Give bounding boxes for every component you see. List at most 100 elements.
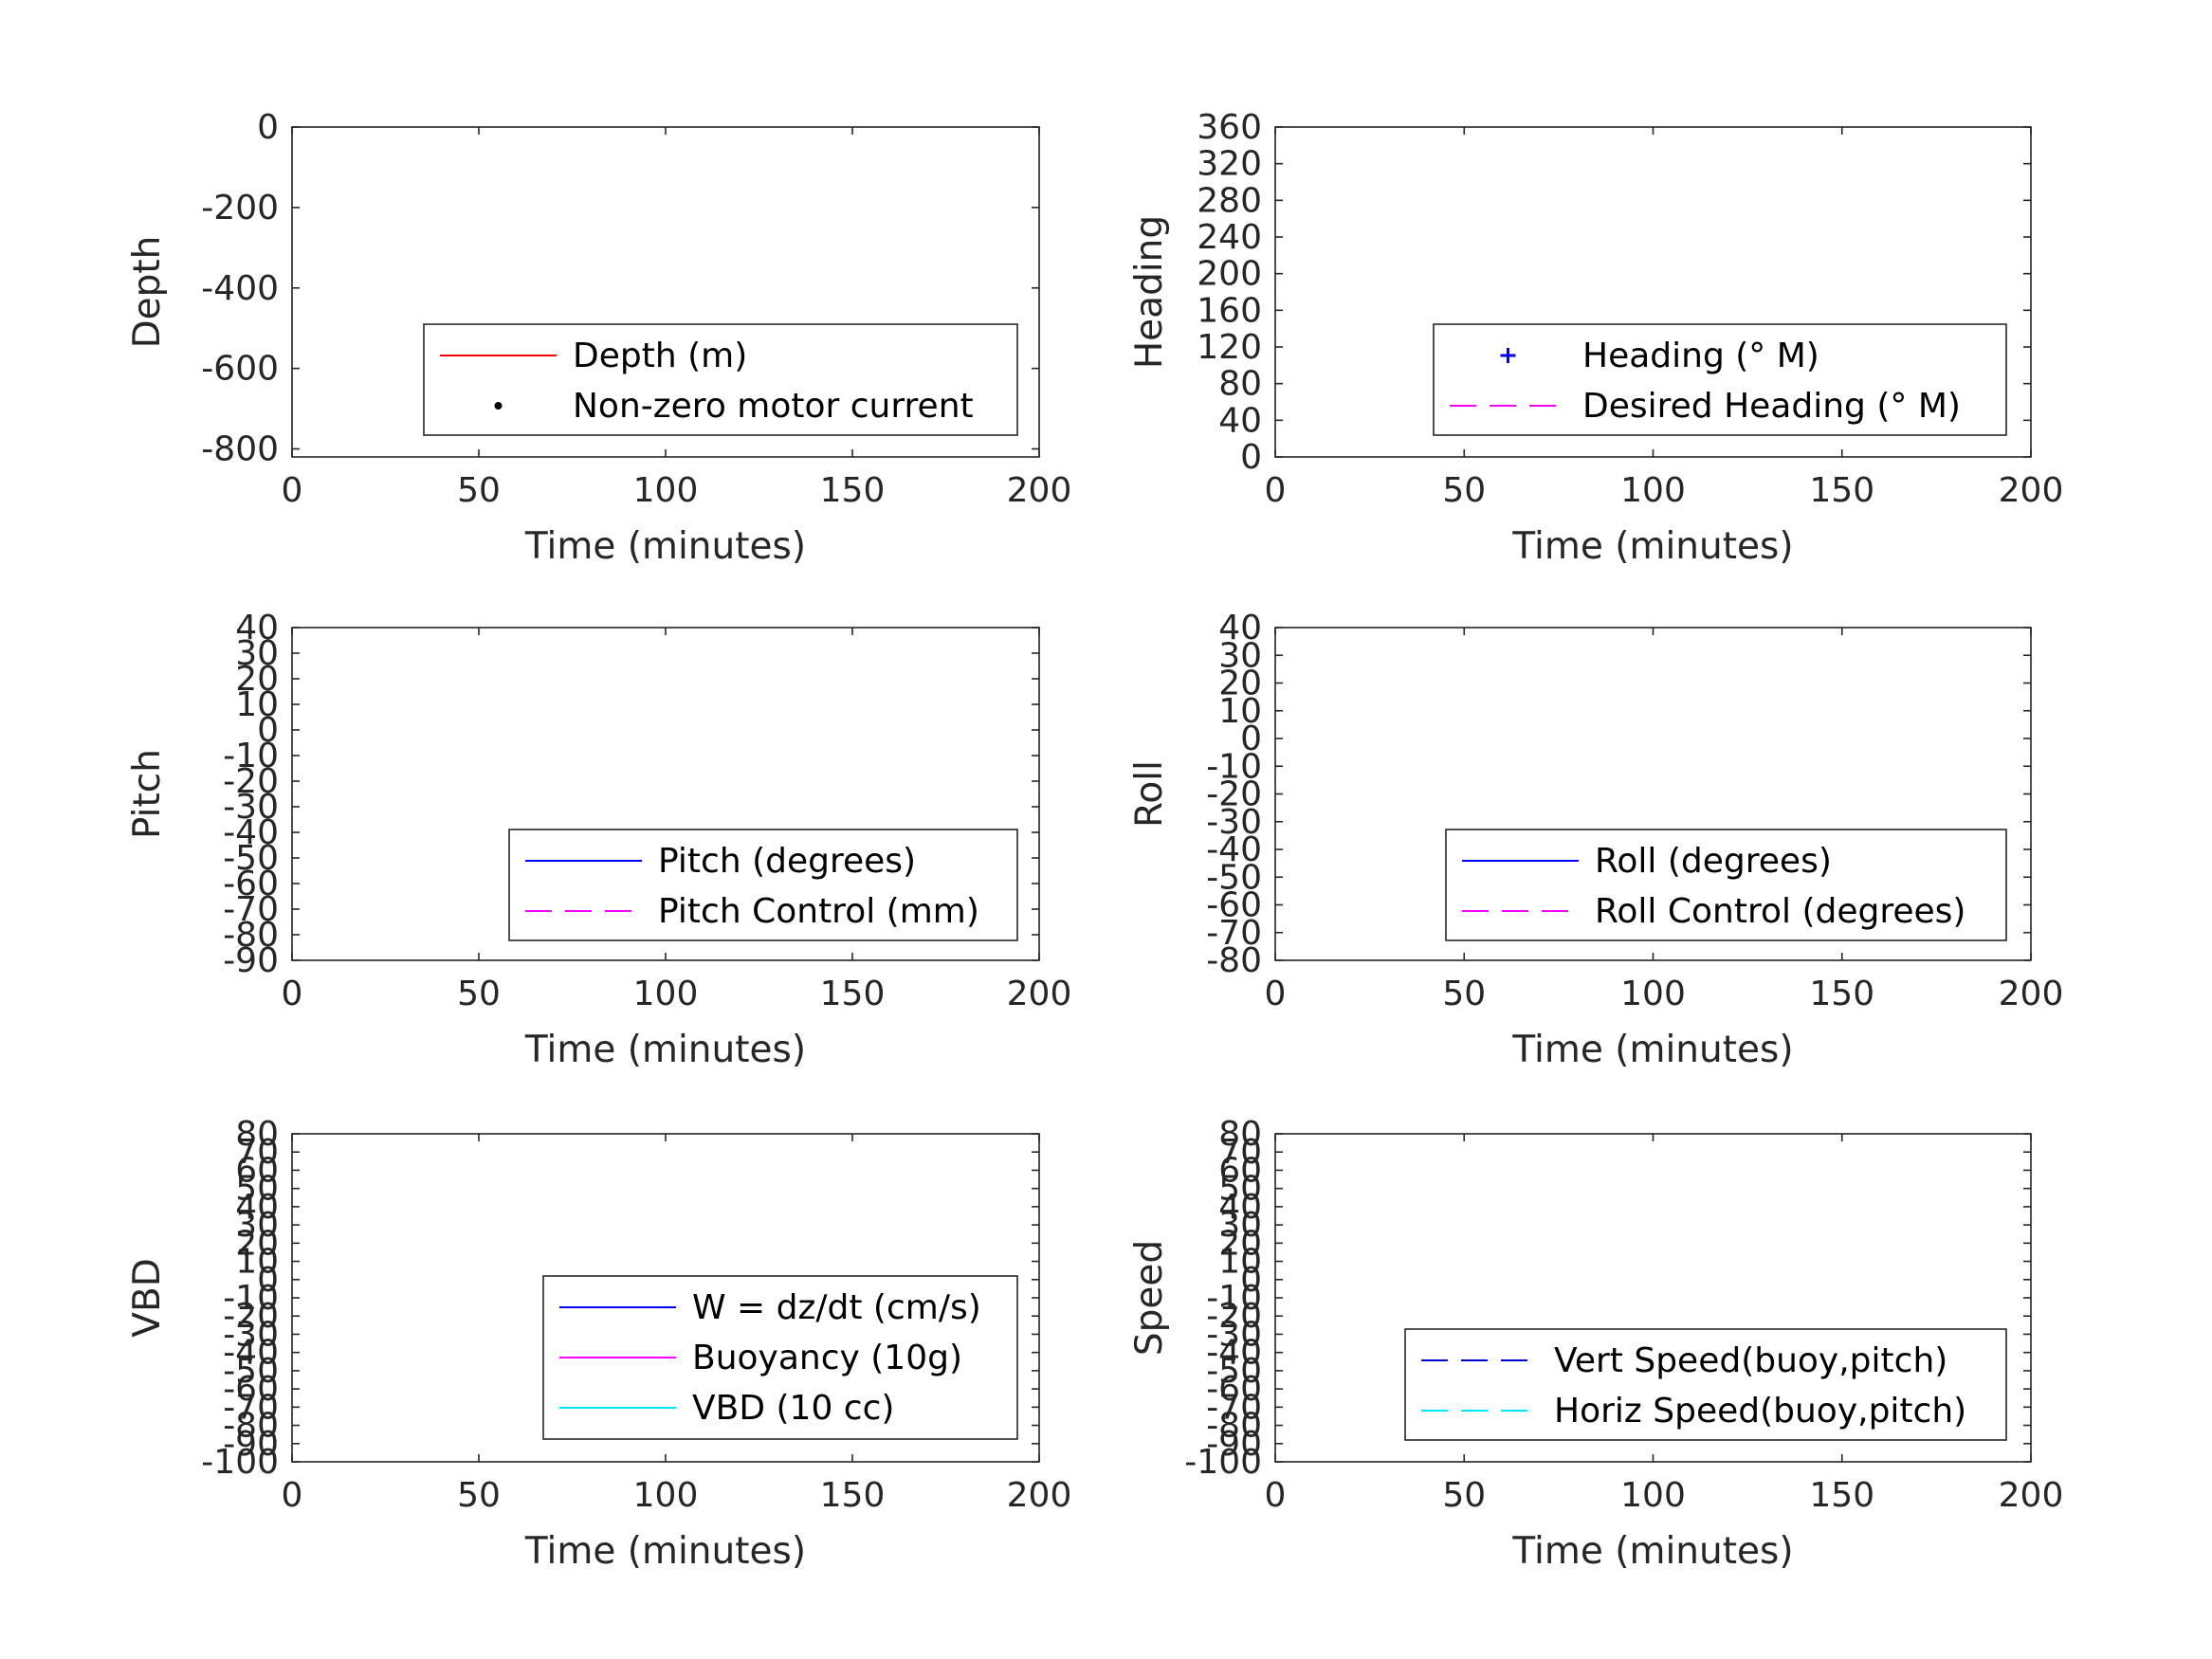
x-tick-label: 0 xyxy=(1265,975,1287,1013)
x-axis-label: Time (minutes) xyxy=(1511,525,1793,568)
y-tick-label: 60 xyxy=(1218,1151,1262,1190)
y-tick-label: 40 xyxy=(1218,401,1262,440)
y-tick-label: -30 xyxy=(223,788,279,827)
x-tick-label: 200 xyxy=(1999,975,2064,1013)
legend-box xyxy=(1404,1328,2007,1441)
y-tick-label: -10 xyxy=(1206,747,1262,786)
x-tick-label: 0 xyxy=(1265,471,1287,510)
y-tick-label: 10 xyxy=(235,1243,279,1282)
y-tick-label: 10 xyxy=(1218,692,1262,731)
y-tick-label: -800 xyxy=(201,430,279,469)
y-tick-label: 20 xyxy=(1218,1224,1262,1263)
legend-box xyxy=(1445,829,2007,941)
y-tick-label: 40 xyxy=(235,1188,279,1227)
x-tick-label: 0 xyxy=(282,975,303,1013)
y-tick-label: 0 xyxy=(257,1261,279,1300)
y-tick-label: 40 xyxy=(1218,609,1262,647)
legend-label: Roll (degrees) xyxy=(1595,842,1832,881)
y-tick-label: 50 xyxy=(1218,1170,1262,1209)
y-tick-label: 70 xyxy=(235,1133,279,1172)
chart-vbd: 0 50 100 150 20080706050403020100-10-20-30-4… xyxy=(126,1115,1071,1573)
x-axis-label: Time (minutes) xyxy=(524,525,806,568)
x-tick-label: 150 xyxy=(1809,975,1874,1013)
x-axis-label: Time (minutes) xyxy=(1511,1029,1793,1071)
y-tick-label: 320 xyxy=(1197,145,1262,184)
y-tick-label: -60 xyxy=(1206,1370,1262,1409)
legend: W = dz/dt (cm/s) Buoyancy (10g) VBD (10 cc… xyxy=(542,1275,1018,1440)
y-axis-label: Heading xyxy=(1128,215,1171,369)
y-tick-label: 20 xyxy=(235,1224,279,1263)
y-tick-label: 10 xyxy=(1218,1243,1262,1282)
y-tick-label: 40 xyxy=(1218,1188,1262,1227)
y-tick-label: 40 xyxy=(235,609,279,647)
y-tick-label: -10 xyxy=(1206,1279,1262,1318)
y-tick-label: 10 xyxy=(235,685,279,724)
y-tick-label: -10 xyxy=(223,737,279,775)
y-tick-label: 80 xyxy=(235,1115,279,1154)
y-tick-label: -20 xyxy=(223,1297,279,1336)
y-tick-label: 80 xyxy=(1218,1115,1262,1154)
legend-label: Pitch (degrees) xyxy=(658,842,916,881)
y-tick-label: 0 xyxy=(257,108,279,147)
x-tick-label: 50 xyxy=(457,975,501,1013)
legend-label: Heading (° M) xyxy=(1582,337,1819,375)
x-tick-label: 150 xyxy=(820,1476,886,1515)
chart-speed: 0 50 100 150 20080706050403020100-10-20-30-4… xyxy=(1128,1115,2063,1573)
y-tick-label: -20 xyxy=(1206,775,1262,814)
x-axis-label: Time (minutes) xyxy=(1511,1530,1793,1573)
x-tick-label: 150 xyxy=(1809,471,1874,510)
y-tick-label: 30 xyxy=(235,1206,279,1245)
y-axis-label: VBD xyxy=(126,1258,169,1337)
y-tick-label: 30 xyxy=(1218,1206,1262,1245)
x-tick-label: 0 xyxy=(282,471,303,510)
y-tick-label: 120 xyxy=(1197,328,1262,367)
y-axis-label: Pitch xyxy=(126,749,169,839)
y-tick-label: 240 xyxy=(1197,218,1262,257)
y-tick-label: -400 xyxy=(201,269,279,308)
chart-depth: 0 50 100 150 200 0 -200 -400 -600 -800 Time (minut… xyxy=(126,108,1071,568)
y-tick-label: -100 xyxy=(1184,1443,1262,1482)
legend-swatch xyxy=(1500,348,1516,363)
y-tick-label: -10 xyxy=(223,1279,279,1318)
chart-pitch: 0 50 100 150 200403020100-10-20-30-40-50-60-… xyxy=(126,609,1071,1071)
y-tick-label: -60 xyxy=(1206,886,1262,925)
y-tick-label: 80 xyxy=(1218,365,1262,404)
legend-box xyxy=(423,323,1018,436)
y-tick-label: -70 xyxy=(1206,914,1262,953)
x-tick-label: 50 xyxy=(457,471,501,510)
x-tick-label: 0 xyxy=(1265,1476,1287,1515)
y-tick-label: -30 xyxy=(1206,1315,1262,1354)
x-tick-label: 150 xyxy=(820,471,886,510)
y-tick-label: 360 xyxy=(1197,108,1262,147)
legend-box xyxy=(508,829,1018,941)
legend-label: Non-zero motor current xyxy=(573,387,974,426)
y-tick-label: -70 xyxy=(1206,1388,1262,1427)
legend-label: Desired Heading (° M) xyxy=(1582,387,1961,426)
y-tick-label: 0 xyxy=(257,711,279,750)
y-tick-label: 50 xyxy=(235,1170,279,1209)
legend-label: VBD (10 cc) xyxy=(692,1389,894,1428)
x-tick-label: 200 xyxy=(1007,975,1072,1013)
y-tick-label: -70 xyxy=(223,890,279,929)
x-axis-label: Time (minutes) xyxy=(524,1530,806,1573)
y-tick-label: 30 xyxy=(235,634,279,673)
legend-label: Horiz Speed(buoy,pitch) xyxy=(1554,1392,1966,1431)
x-tick-label: 50 xyxy=(1442,1476,1486,1515)
legend: Pitch (degrees) Pitch Control (mm) xyxy=(508,829,1018,941)
legend-label: Roll Control (degrees) xyxy=(1595,892,1965,931)
y-tick-label: -40 xyxy=(223,1334,279,1373)
y-tick-label: -20 xyxy=(1206,1297,1262,1336)
y-tick-label: 60 xyxy=(235,1151,279,1190)
y-axis-label: Roll xyxy=(1128,760,1171,828)
y-tick-label: 0 xyxy=(1240,1261,1262,1300)
y-tick-label: -40 xyxy=(223,813,279,852)
y-tick-label: 160 xyxy=(1197,291,1262,330)
legend-swatch xyxy=(494,402,503,410)
legend: Depth (m) Non-zero motor current xyxy=(423,323,1018,436)
x-axis-label: Time (minutes) xyxy=(524,1029,806,1071)
y-tick-label: -60 xyxy=(223,1370,279,1409)
y-tick-label: -50 xyxy=(1206,858,1262,897)
x-tick-label: 200 xyxy=(1007,1476,1072,1515)
legend-label: Depth (m) xyxy=(573,337,747,375)
